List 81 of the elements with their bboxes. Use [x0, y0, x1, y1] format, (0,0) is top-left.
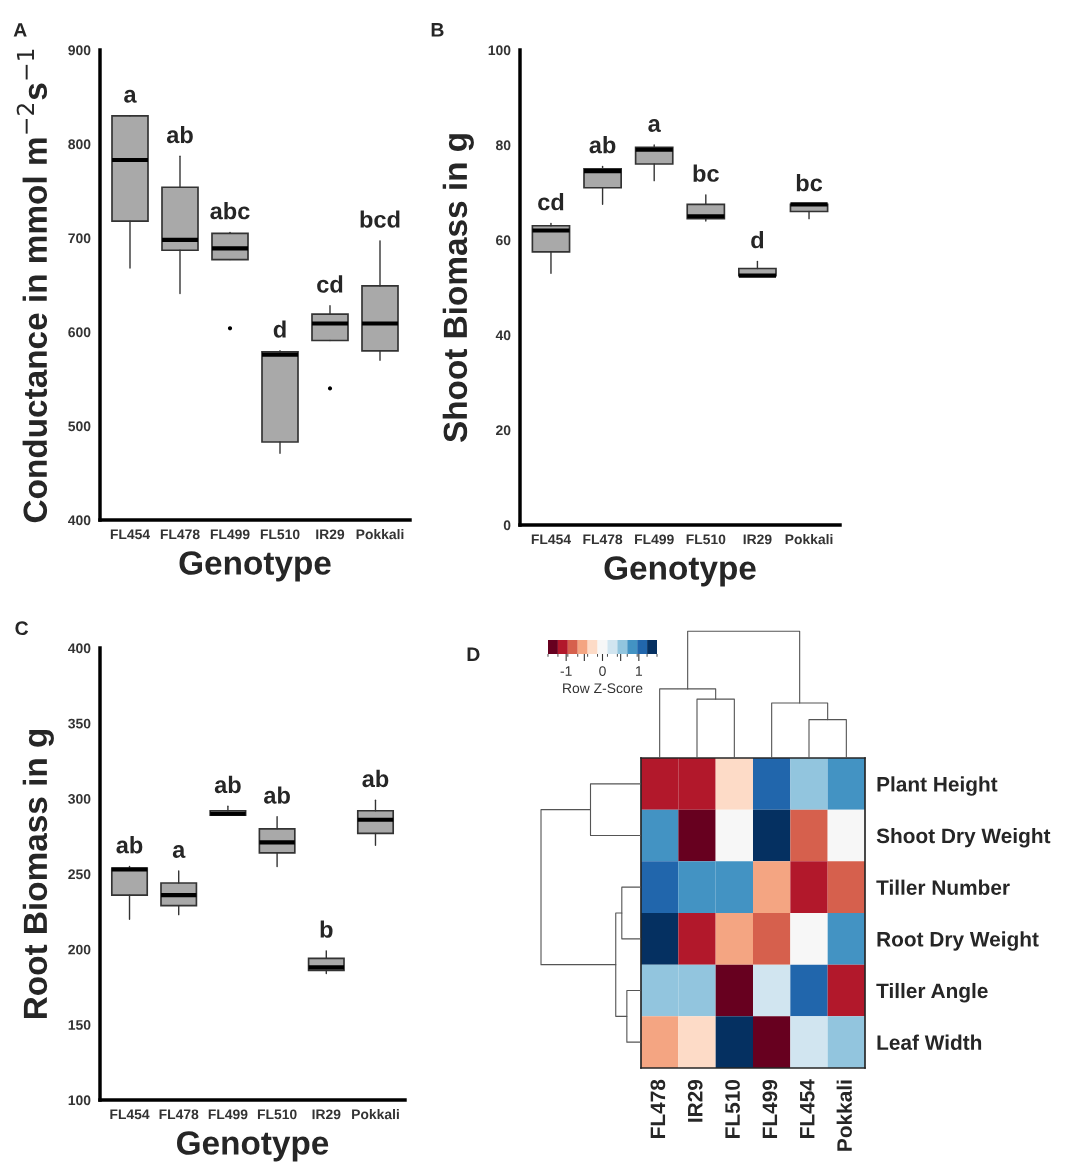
x-tick-label: FL478 [650, 1079, 666, 1138]
y-tick-label: 800 [68, 139, 91, 150]
x-tick-label: Pokkali [785, 534, 833, 545]
annotation: cd [317, 275, 343, 293]
x-tick-label: FL499 [210, 529, 250, 540]
x-tick-label: FL478 [159, 1109, 199, 1120]
text: A [13, 23, 27, 37]
annotation: a [124, 89, 137, 103]
y-tick-label: 20 [496, 425, 511, 436]
x-tick-label: IR29 [743, 534, 772, 545]
x-axis-title: Genotype [179, 551, 331, 582]
color-bar-label: 1 [636, 666, 643, 676]
x-tick-label: FL454 [800, 1079, 815, 1138]
y-tick-label: Leaf Width [877, 1034, 982, 1050]
y-tick-label: Plant Height [877, 776, 998, 796]
annotation: ab [166, 125, 193, 144]
y-tick-label: 200 [68, 944, 91, 955]
y-tick-label: 600 [68, 327, 91, 338]
x-tick-label: FL510 [686, 534, 726, 545]
y-tick-label: 250 [68, 869, 91, 880]
annotation: d [273, 320, 286, 338]
y-tick-label: 350 [68, 718, 91, 729]
y-tick-label: Root Dry Weight [877, 931, 1039, 951]
annotation: bc [693, 164, 719, 182]
annotation: abc [210, 202, 250, 220]
x-tick-label: IR29 [687, 1079, 703, 1122]
x-tick-label: FL499 [208, 1109, 248, 1120]
y-tick-label: Tiller Number [876, 879, 1010, 895]
annotation: bcd [360, 210, 400, 228]
x-tick-label: FL454 [531, 534, 571, 545]
annotation: b [320, 920, 333, 938]
x-tick-label: IR29 [312, 1109, 341, 1120]
annotation: cd [538, 193, 564, 211]
x-tick-label: FL454 [110, 529, 150, 540]
x-tick-label: Pokkali [356, 529, 404, 540]
y-tick-label: 500 [68, 421, 91, 432]
x-tick-label: FL510 [260, 529, 300, 540]
y-axis-title: Shoot Biomass in g [442, 134, 474, 443]
y-tick-label: 900 [68, 45, 91, 56]
y-tick-label: 0 [503, 520, 511, 531]
x-tick-label: FL478 [160, 529, 200, 540]
x-tick-label: Pokkali [352, 1109, 399, 1120]
y-tick-label: Tiller Angle [876, 982, 988, 1003]
y-tick-label: 150 [68, 1020, 91, 1030]
annotation: ab [116, 836, 143, 854]
annotation: a [172, 845, 186, 858]
annotation: ab [214, 775, 241, 794]
annotation: bc [796, 174, 823, 192]
x-tick-label: IR29 [316, 529, 345, 540]
x-tick-label: FL454 [110, 1109, 150, 1120]
color-bar-label: 0 [599, 666, 606, 677]
x-axis-title: Genotype [177, 1131, 329, 1162]
annotation: d [751, 231, 764, 249]
y-tick-label: 400 [68, 515, 91, 526]
y-tick-label: 400 [68, 643, 91, 654]
x-tick-label: FL478 [583, 534, 623, 545]
y-tick-label: 60 [496, 235, 511, 246]
text: B [431, 23, 444, 37]
y-tick-label: 40 [495, 330, 511, 341]
y-tick-label: 300 [68, 794, 91, 804]
y-tick-label: 700 [68, 233, 91, 244]
annotation: ab [264, 786, 290, 804]
x-tick-label: FL499 [635, 534, 674, 545]
y-tick-label: 100 [488, 45, 511, 56]
x-tick-label: FL510 [257, 1109, 297, 1120]
x-axis-title: Genotype [604, 556, 756, 587]
color-bar-title: Row Z-Score [563, 683, 643, 694]
y-tick-label: 80 [495, 140, 511, 151]
x-tick-label: FL510 [725, 1079, 740, 1138]
text: C [15, 621, 29, 636]
y-axis-title: Conductance in mmol m$^{−2}$s$^{−1}$ [16, 49, 48, 523]
color-bar-label: -1 [560, 666, 572, 676]
y-tick-label: Shoot Dry Weight [876, 827, 1051, 848]
annotation: a [648, 119, 661, 132]
annotation: ab [362, 769, 389, 788]
x-tick-label: FL499 [762, 1079, 778, 1138]
text: D [467, 647, 480, 661]
x-tick-label: Pokkali [836, 1080, 852, 1151]
y-tick-label: 100 [68, 1095, 91, 1106]
annotation: ab [589, 136, 616, 154]
y-axis-title: Root Biomass in g [22, 729, 54, 1019]
